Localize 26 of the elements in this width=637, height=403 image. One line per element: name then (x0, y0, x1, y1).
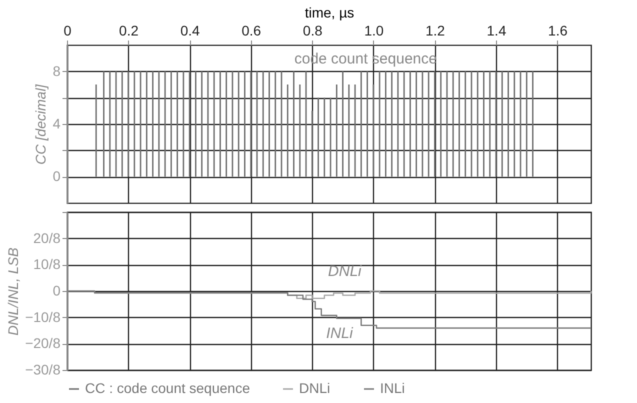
y-tick-label: −30/8 (25, 362, 61, 378)
y-tick-label: 10/8 (33, 256, 61, 272)
x-tick-label: 0.6 (242, 22, 262, 38)
x-tick-label: 1.4 (486, 22, 506, 38)
x-tick-label: 1.2 (425, 22, 446, 38)
annotation: DNLi (328, 263, 362, 280)
y-tick-label: 0 (52, 282, 61, 298)
x-tick-label: 1.6 (548, 22, 568, 38)
y-axis-title: DNL/INL, LSB (5, 248, 22, 336)
x-tick-label: 0.4 (180, 22, 200, 38)
x-tick-label: 0.2 (119, 22, 139, 38)
x-tick-label: 1.0 (364, 22, 384, 38)
x-tick-label: 0.8 (302, 22, 323, 38)
y-tick-label: 8 (52, 62, 61, 79)
y-tick-label: −20/8 (25, 335, 61, 352)
y-tick-label: −10/8 (25, 308, 61, 325)
x-tick-label: 0 (64, 22, 72, 38)
y-axis-title: CC [decimal] (32, 83, 49, 165)
y-tick-label: 0 (52, 168, 61, 184)
legend-label: CC : code count sequence (85, 380, 250, 396)
x-axis-title: time, µs (304, 4, 354, 20)
annotation: INLi (326, 324, 354, 342)
legend-label: DNLi (299, 380, 330, 396)
y-tick-label: 20/8 (33, 230, 61, 246)
legend-label: INLi (380, 380, 405, 396)
y-tick-label: 4 (52, 116, 61, 132)
